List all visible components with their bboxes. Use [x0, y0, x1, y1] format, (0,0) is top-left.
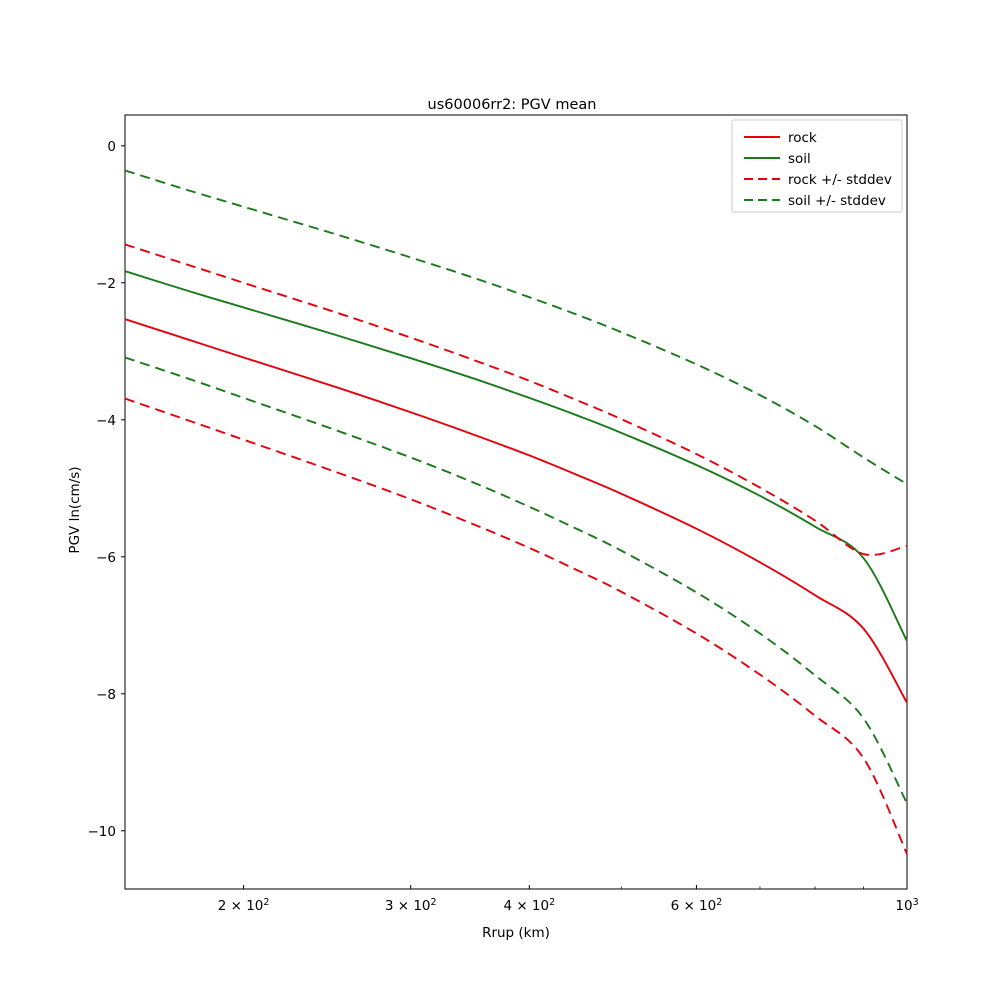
y-axis-label: PGV ln(cm/s): [67, 466, 83, 553]
axes-frame: [124, 114, 908, 890]
legend-label-1[interactable]: soil: [788, 151, 811, 167]
y-axis-ticks: 0 −2 −4 −6 −8 −10: [88, 139, 125, 840]
y-tick-label: −6: [96, 550, 116, 566]
y-tick-label: −2: [96, 276, 116, 292]
x-axis-label: Rrup (km): [482, 925, 550, 941]
y-tick-label: 0: [107, 139, 116, 155]
y-tick-label: −8: [96, 687, 116, 703]
chart-title-group: us60006rr2: PGV mean: [428, 97, 597, 113]
series-soil-plus-stddev: [124, 169, 908, 485]
data-series-group: [124, 169, 908, 855]
chart-legend[interactable]: rock soil rock +/- stddev soil +/- stddev: [731, 119, 903, 213]
y-tick-label: −4: [96, 413, 116, 429]
y-tick-label: −10: [88, 824, 117, 840]
x-tick-label: 4 × 102: [503, 897, 555, 914]
axis-titles: Rrup (km) PGV ln(cm/s): [67, 466, 550, 941]
x-tick-label: 2 × 102: [218, 897, 270, 914]
page-title: us60006rr2: PGV mean: [428, 97, 597, 113]
legend-label-0[interactable]: rock: [788, 130, 817, 146]
series-rock: [124, 318, 908, 704]
series-soil-minus-stddev: [124, 356, 908, 804]
x-axis-ticks: 2 × 102 3 × 102 4 × 102 6 × 102 103: [218, 885, 919, 914]
x-tick-label: 6 × 102: [671, 897, 723, 914]
legend-label-3[interactable]: soil +/- stddev: [788, 193, 886, 209]
series-soil: [124, 270, 908, 642]
legend-label-2[interactable]: rock +/- stddev: [788, 172, 892, 188]
series-rock-plus-stddev: [124, 243, 908, 556]
legend-box: [731, 119, 903, 213]
x-tick-label: 103: [895, 897, 918, 914]
series-rock-minus-stddev: [124, 397, 908, 855]
x-tick-label: 3 × 102: [385, 897, 437, 914]
